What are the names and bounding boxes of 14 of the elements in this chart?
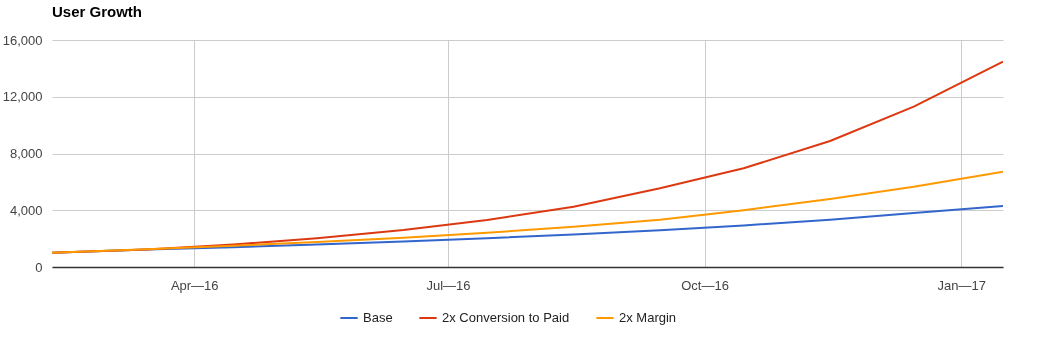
legend-label: Base [363,310,393,325]
x-tick-label: Jul—16 [426,277,471,293]
y-tick-label: 8,000 [9,146,43,161]
y-tick-label: 12,000 [2,89,43,105]
line-series [52,170,1003,254]
x-tick-label: Oct—16 [681,277,729,293]
legend-label: 2x Margin [619,310,677,325]
x-tick-label: Apr—16 [170,277,219,293]
x-tick-label: Jan—17 [937,277,986,293]
y-tick-label: 4,000 [9,202,43,218]
chart-title: User Growth [52,3,143,20]
y-tick-label: 16,000 [2,32,43,48]
y-tick-label: 0 [35,259,43,275]
legend-label: 2x Conversion to Paid [442,310,570,325]
